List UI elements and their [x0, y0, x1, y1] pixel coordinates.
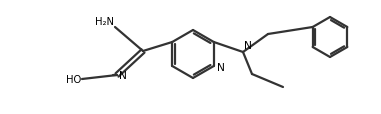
- Text: HO: HO: [66, 74, 81, 84]
- Text: N: N: [119, 70, 127, 80]
- Text: H₂N: H₂N: [95, 17, 114, 27]
- Text: N: N: [244, 41, 252, 51]
- Text: N: N: [217, 62, 225, 72]
